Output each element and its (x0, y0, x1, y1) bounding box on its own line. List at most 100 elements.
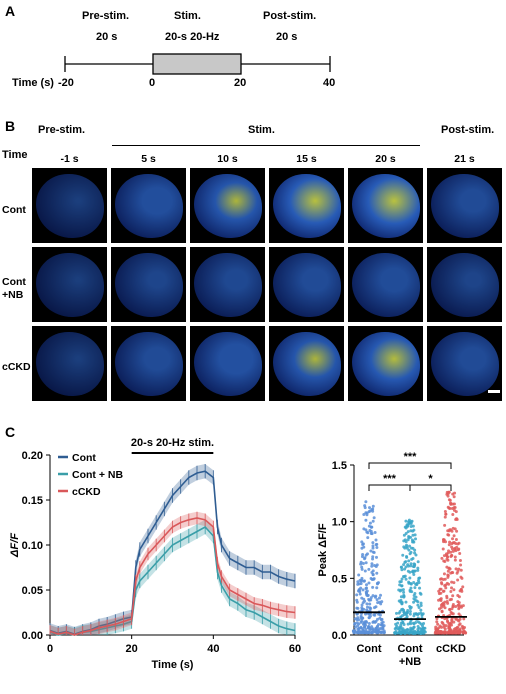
data-point (447, 622, 451, 626)
panel-b-post-label: Post-stim. (441, 124, 495, 136)
data-point (399, 595, 403, 599)
data-point (361, 588, 365, 592)
data-point (412, 600, 416, 604)
data-point (371, 519, 375, 523)
calcium-image-tile (427, 168, 502, 243)
data-point (395, 624, 399, 628)
data-point (374, 543, 378, 547)
data-point (440, 610, 444, 614)
y-tick-label: 0.05 (22, 585, 43, 597)
data-point (356, 624, 360, 628)
data-point (355, 621, 359, 625)
data-point (361, 601, 365, 605)
data-point (371, 628, 375, 632)
data-point (362, 579, 366, 583)
data-point (419, 603, 423, 607)
data-point (373, 613, 377, 617)
row-label-cckd: cCKD (2, 361, 31, 373)
data-point (439, 591, 443, 595)
data-point (452, 581, 456, 585)
data-point (374, 555, 378, 559)
data-point (369, 576, 373, 580)
data-point (369, 532, 373, 536)
data-point (399, 580, 403, 584)
x-tick-label: 20 (126, 643, 138, 655)
data-point (360, 619, 364, 623)
data-point (406, 538, 410, 542)
data-point (443, 510, 447, 514)
data-point (451, 513, 455, 517)
data-point (365, 605, 369, 609)
y-tick-label: 1.0 (332, 517, 347, 529)
data-point (413, 533, 417, 537)
data-point (364, 619, 368, 623)
error-band-1 (50, 519, 295, 635)
data-point (417, 581, 421, 585)
data-point (454, 538, 458, 542)
data-point (376, 582, 380, 586)
data-point (445, 492, 449, 496)
data-point (454, 604, 458, 608)
data-point (423, 630, 427, 634)
data-point (381, 620, 385, 624)
data-point (370, 562, 374, 566)
tissue-region (273, 332, 341, 396)
data-point (413, 630, 417, 634)
data-point (444, 512, 448, 516)
data-point (399, 600, 403, 604)
data-point (412, 562, 416, 566)
timepoint-label: 15 s (296, 153, 317, 165)
data-point (419, 601, 423, 605)
data-point (452, 620, 456, 624)
data-point (373, 595, 377, 599)
data-point (459, 568, 463, 572)
panel-b-stim-label: Stim. (248, 124, 275, 136)
data-point (457, 607, 461, 611)
data-point (411, 540, 415, 544)
data-point (362, 607, 366, 611)
data-point (409, 582, 413, 586)
data-point (379, 593, 383, 597)
data-point (449, 550, 453, 554)
data-point (398, 583, 402, 587)
data-point (372, 620, 376, 624)
data-point (364, 518, 368, 522)
data-point (419, 611, 423, 615)
data-point (404, 540, 408, 544)
data-point (405, 524, 409, 528)
data-point (408, 588, 412, 592)
data-point (437, 607, 441, 611)
data-point (445, 565, 449, 569)
data-point (408, 606, 412, 610)
data-point (402, 533, 406, 537)
data-point (418, 586, 422, 590)
data-point (371, 544, 375, 548)
tissue-region (431, 174, 499, 238)
data-point (416, 568, 420, 572)
data-point (440, 620, 444, 624)
data-point (453, 631, 457, 635)
data-point (413, 551, 417, 555)
data-point (457, 541, 461, 545)
data-point (402, 611, 406, 615)
data-point (401, 588, 405, 592)
data-point (454, 567, 458, 571)
data-point (412, 573, 416, 577)
data-point (365, 513, 369, 517)
data-point (356, 582, 360, 586)
data-point (436, 622, 440, 626)
data-point (449, 590, 453, 594)
data-point (399, 623, 403, 627)
data-point (461, 626, 465, 630)
data-point (440, 631, 444, 635)
data-point (458, 552, 462, 556)
data-point (399, 588, 403, 592)
data-point (457, 547, 461, 551)
data-point (394, 631, 398, 635)
tissue-region (115, 253, 183, 317)
data-point (375, 598, 379, 602)
data-point (374, 538, 378, 542)
x-tick-label: 40 (207, 643, 219, 655)
tissue-region (431, 332, 499, 396)
tissue-region (36, 174, 104, 238)
